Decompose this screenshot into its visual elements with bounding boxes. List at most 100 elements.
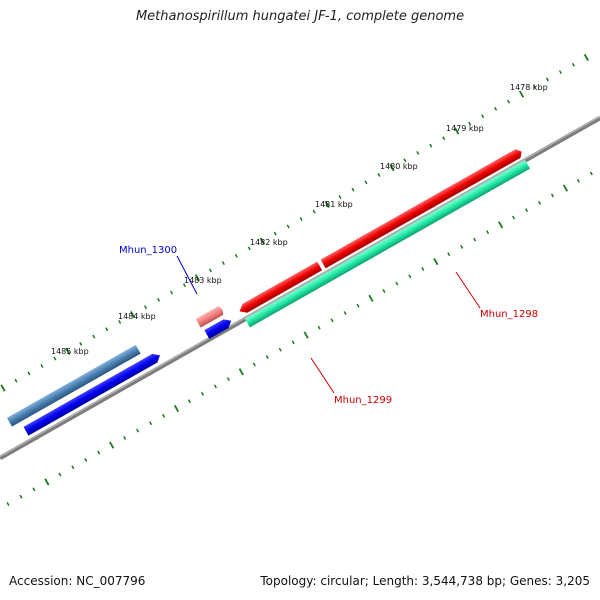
major-tick: [562, 184, 568, 192]
minor-tick: [19, 494, 23, 499]
major-tick: [498, 221, 504, 229]
minor-tick: [558, 70, 562, 75]
feature-mhun-1298-red[interactable]: [320, 147, 524, 269]
minor-tick: [356, 303, 360, 308]
minor-tick: [330, 318, 334, 323]
tick-label-1483: 1483 kbp: [184, 276, 222, 285]
minor-tick: [416, 151, 420, 155]
major-tick: [389, 164, 395, 172]
major-tick: [0, 384, 6, 392]
minor-tick: [278, 347, 282, 352]
tick-label-1482: 1482 kbp: [250, 238, 288, 247]
gene-label-mhun-1299[interactable]: Mhun_1299: [334, 395, 392, 406]
minor-tick: [221, 261, 225, 266]
minor-tick: [382, 289, 386, 293]
minor-tick: [524, 208, 529, 213]
minor-tick: [408, 274, 412, 279]
minor-tick: [429, 143, 433, 148]
major-tick: [238, 368, 244, 376]
minor-tick: [273, 231, 277, 236]
minor-tick: [136, 428, 140, 433]
tick-label-1480: 1480 kbp: [380, 162, 418, 171]
minor-tick: [494, 106, 498, 111]
minor-tick: [97, 450, 101, 455]
callout-line-mhun-1298: [455, 271, 481, 309]
minor-tick: [481, 114, 485, 119]
major-tick: [518, 90, 525, 98]
genome-summary-text: Topology: circular; Length: 3,544,738 bp…: [260, 574, 590, 588]
callout-line-mhun-1299: [310, 357, 335, 394]
tick-label-1481: 1481 kbp: [315, 200, 353, 209]
genome-backbone-highlight: [0, 115, 600, 458]
minor-tick: [182, 283, 187, 288]
minor-tick: [532, 84, 537, 89]
feature-blue-small[interactable]: [204, 316, 233, 339]
minor-tick: [317, 325, 321, 330]
minor-tick: [571, 62, 575, 67]
minor-tick: [460, 244, 464, 249]
ruler-ticks-outer: [0, 53, 589, 392]
major-tick: [65, 347, 71, 355]
major-tick: [44, 478, 50, 486]
major-tick: [130, 310, 136, 319]
major-tick: [194, 274, 201, 282]
minor-tick: [27, 371, 31, 376]
minor-tick: [351, 187, 355, 192]
minor-tick: [213, 384, 217, 389]
minor-tick: [32, 487, 36, 492]
minor-tick: [589, 171, 593, 176]
minor-tick: [58, 472, 62, 477]
minor-tick: [395, 281, 399, 286]
gene-label-mhun-1300[interactable]: Mhun_1300: [119, 245, 177, 256]
minor-tick: [265, 355, 269, 360]
major-tick: [324, 200, 330, 208]
minor-tick: [473, 237, 477, 242]
tick-label-1479: 1479 kbp: [446, 124, 484, 133]
minor-tick: [226, 377, 230, 382]
minor-tick: [118, 319, 122, 324]
minor-tick: [576, 178, 580, 183]
major-tick: [173, 404, 180, 413]
minor-tick: [338, 195, 342, 199]
minor-tick: [377, 173, 381, 177]
minor-tick: [507, 99, 511, 104]
feature-mhun-1300[interactable]: [195, 305, 225, 328]
minor-tick: [208, 268, 212, 273]
minor-tick: [169, 290, 174, 295]
minor-tick: [79, 341, 83, 346]
minor-tick: [144, 305, 148, 310]
feature-steel-upper[interactable]: [6, 344, 141, 427]
major-tick: [583, 53, 589, 62]
minor-tick: [537, 200, 542, 205]
major-tick: [109, 441, 115, 449]
minor-tick: [53, 356, 57, 361]
minor-tick: [234, 253, 238, 258]
minor-tick: [545, 77, 550, 82]
minor-tick: [162, 413, 166, 418]
minor-tick: [149, 421, 153, 426]
major-tick: [433, 258, 439, 266]
feature-mhun-1299-red[interactable]: [237, 261, 323, 316]
feature-blue-lower[interactable]: [23, 351, 163, 436]
minor-tick: [291, 340, 295, 345]
minor-tick: [6, 502, 10, 506]
minor-tick: [123, 435, 127, 440]
major-tick: [454, 127, 460, 135]
ruler-ticks-inner: [6, 171, 593, 506]
minor-tick: [442, 136, 446, 141]
minor-tick: [105, 327, 109, 332]
major-tick: [303, 331, 309, 339]
major-tick: [259, 237, 265, 245]
minor-tick: [92, 334, 96, 339]
tick-label-1485: 1485 kbp: [51, 347, 89, 356]
feature-mhun-1298-teal[interactable]: [328, 159, 531, 281]
minor-tick: [403, 158, 407, 163]
accession-text: Accession: NC_007796: [9, 574, 146, 588]
minor-tick: [447, 252, 451, 257]
minor-tick: [252, 362, 256, 367]
gene-label-mhun-1298[interactable]: Mhun_1298: [480, 309, 538, 320]
minor-tick: [157, 297, 161, 302]
feature-mhun-1299-teal[interactable]: [244, 271, 334, 328]
minor-tick: [550, 193, 555, 198]
